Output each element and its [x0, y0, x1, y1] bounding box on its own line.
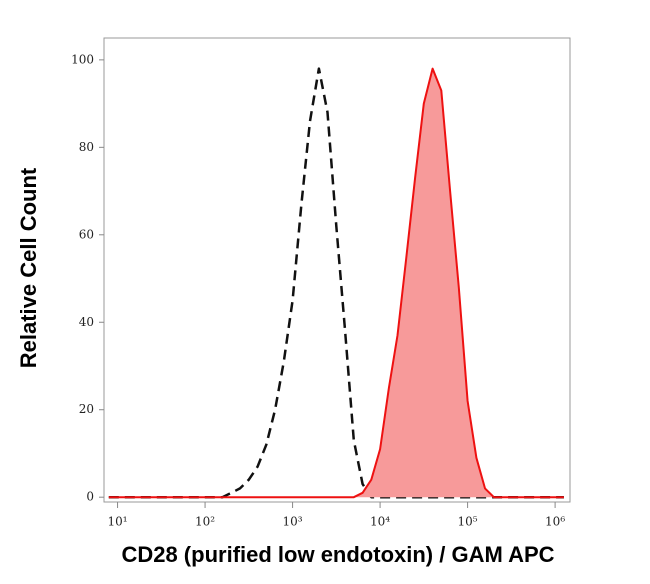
x-tick-label: 10²	[195, 515, 215, 529]
x-axis-title: CD28 (purified low endotoxin) / GAM APC	[121, 542, 554, 567]
y-tick-label: 40	[79, 315, 94, 329]
y-tick-label: 100	[71, 52, 94, 66]
x-tick-label: 10¹	[108, 515, 128, 529]
y-tick-label: 60	[79, 227, 94, 241]
histogram-line	[108, 67, 564, 499]
plot-frame	[103, 37, 571, 503]
x-tick-label: 10³	[283, 515, 303, 529]
y-tick-label: 20	[79, 402, 94, 416]
histogram-line	[108, 67, 564, 499]
x-tick-label: 10⁶	[545, 515, 565, 529]
histogram-area	[108, 68, 564, 498]
y-tick-label: 0	[86, 490, 94, 504]
y-axis-title: Relative Cell Count	[16, 167, 41, 368]
x-tick-label: 10⁵	[458, 515, 478, 529]
x-tick-label: 10⁴	[370, 515, 390, 529]
y-tick-label: 80	[79, 140, 94, 154]
